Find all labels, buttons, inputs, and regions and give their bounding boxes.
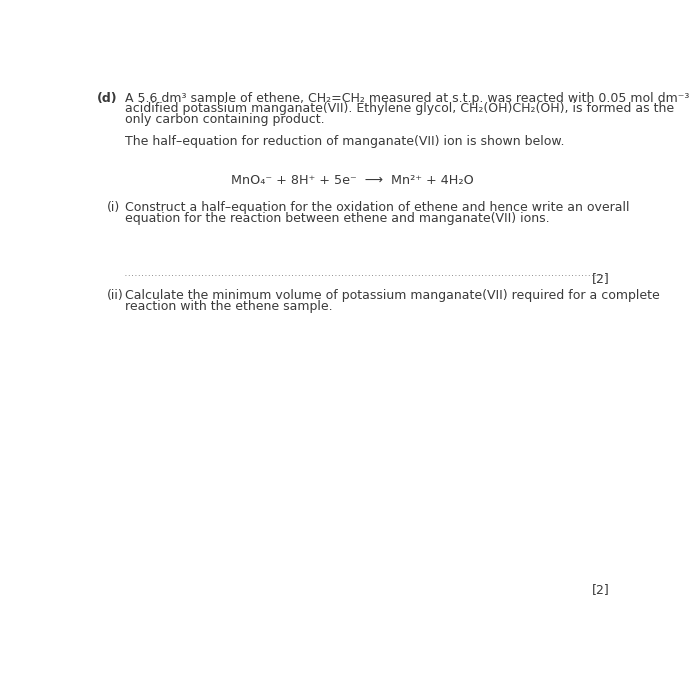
Text: only carbon containing product.: only carbon containing product. (125, 113, 324, 126)
Text: Calculate the minimum volume of potassium manganate(VII) required for a complete: Calculate the minimum volume of potassiu… (125, 288, 659, 302)
Text: (ii): (ii) (107, 288, 124, 302)
Text: (i): (i) (107, 201, 120, 214)
Text: [2]: [2] (592, 272, 610, 285)
Text: reaction with the ethene sample.: reaction with the ethene sample. (125, 299, 332, 313)
Text: Construct a half–equation for the oxidation of ethene and hence write an overall: Construct a half–equation for the oxidat… (125, 201, 629, 214)
Text: A 5.6 dm³ sample of ethene, CH₂=CH₂ measured at s.t.p. was reacted with 0.05 mol: A 5.6 dm³ sample of ethene, CH₂=CH₂ meas… (125, 92, 689, 104)
Text: MnO₄⁻ + 8H⁺ + 5e⁻  ⟶  Mn²⁺ + 4H₂O: MnO₄⁻ + 8H⁺ + 5e⁻ ⟶ Mn²⁺ + 4H₂O (231, 174, 474, 187)
Text: (d): (d) (97, 92, 118, 104)
Text: [2]: [2] (592, 583, 610, 596)
Text: equation for the reaction between ethene and manganate(VII) ions.: equation for the reaction between ethene… (125, 212, 550, 225)
Text: The half–equation for reduction of manganate(VII) ion is shown below.: The half–equation for reduction of manga… (125, 135, 564, 148)
Text: acidified potassium manganate(VII). Ethylene glycol, CH₂(OH)CH₂(OH), is formed a: acidified potassium manganate(VII). Ethy… (125, 102, 674, 115)
